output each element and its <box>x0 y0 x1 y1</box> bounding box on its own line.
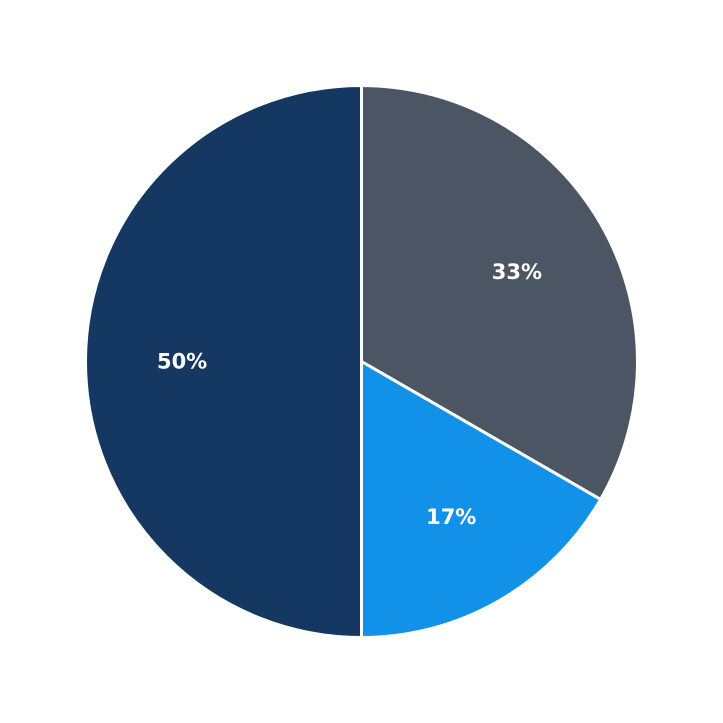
pie-slice-label-1: 17% <box>426 505 476 529</box>
pie-slice-1 <box>360 360 603 639</box>
pie-slice-0 <box>360 84 639 501</box>
pie-labels: 33% 17% 50% <box>157 260 542 529</box>
pie-slice-label-0: 33% <box>492 260 542 284</box>
pie-slice-label-2: 50% <box>157 350 207 374</box>
pie-slices <box>84 84 639 639</box>
pie-slice-2 <box>84 84 363 639</box>
